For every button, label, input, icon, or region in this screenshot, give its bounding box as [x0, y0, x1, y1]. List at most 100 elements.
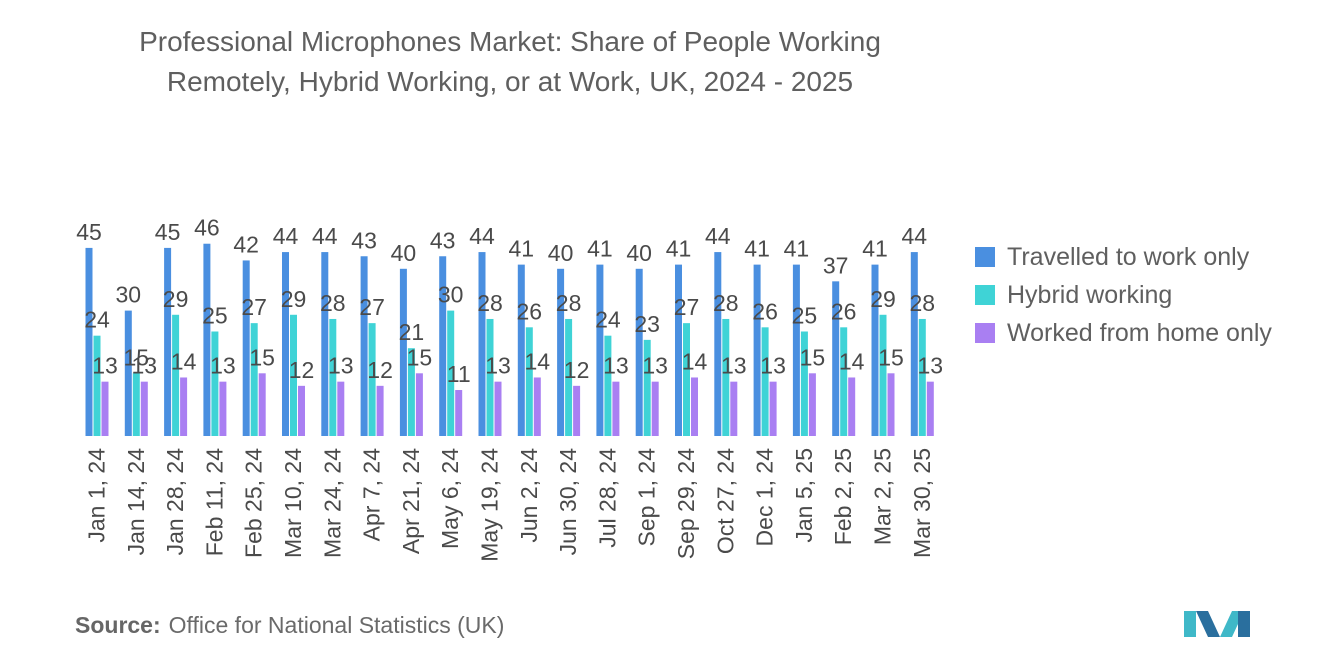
- bar-home-7: [376, 385, 384, 436]
- bar-hybrid-1: [132, 373, 140, 436]
- data-label-hybrid-16: 28: [713, 290, 739, 316]
- legend-label-travelled: Travelled to work only: [1007, 242, 1250, 271]
- legend-item-travelled: Travelled to work only: [975, 238, 1272, 276]
- bar-home-6: [337, 381, 345, 436]
- data-label-home-7: 12: [367, 357, 393, 383]
- data-label-home-6: 13: [328, 353, 354, 379]
- data-label-home-20: 15: [878, 344, 904, 370]
- bar-travelled-8: [399, 268, 407, 436]
- data-label-hybrid-18: 25: [792, 303, 818, 329]
- bar-hybrid-9: [447, 310, 455, 436]
- x-tick-label-11: Jun 2, 24: [516, 448, 542, 543]
- bar-home-11: [533, 377, 541, 436]
- bar-home-5: [298, 385, 305, 436]
- bar-hybrid-12: [565, 318, 573, 436]
- bar-home-21: [926, 381, 934, 436]
- data-label-home-11: 14: [525, 348, 551, 374]
- data-label-travelled-1: 30: [116, 282, 142, 308]
- data-label-home-2: 14: [171, 348, 197, 374]
- bar-home-12: [573, 385, 581, 436]
- x-tick-label-20: Mar 2, 25: [870, 448, 896, 545]
- data-label-hybrid-0: 24: [84, 307, 110, 333]
- bar-hybrid-13: [604, 335, 612, 436]
- data-label-home-21: 13: [918, 353, 944, 379]
- bar-travelled-18: [792, 264, 800, 436]
- bar-travelled-2: [164, 247, 172, 436]
- brand-logo-icon: [1184, 611, 1250, 637]
- data-label-hybrid-10: 28: [477, 290, 503, 316]
- data-label-hybrid-5: 29: [281, 286, 307, 312]
- x-tick-label-10: May 19, 24: [477, 448, 503, 562]
- x-tick-label-2: Jan 28, 24: [162, 448, 188, 556]
- data-label-travelled-0: 45: [76, 219, 102, 245]
- bar-travelled-4: [242, 260, 250, 436]
- data-label-home-0: 13: [92, 353, 118, 379]
- chart-title: Professional Microphones Market: Share o…: [60, 22, 960, 102]
- x-tick-label-18: Jan 5, 25: [791, 448, 817, 543]
- bar-hybrid-8: [407, 348, 415, 436]
- bar-hybrid-10: [486, 318, 494, 436]
- bar-travelled-0: [85, 247, 93, 436]
- bar-home-0: [101, 381, 109, 436]
- data-label-hybrid-19: 26: [831, 298, 857, 324]
- bar-home-3: [219, 381, 227, 436]
- x-tick-label-1: Jan 14, 24: [123, 448, 149, 556]
- bar-hybrid-11: [525, 327, 533, 436]
- data-label-home-18: 15: [800, 344, 826, 370]
- data-label-home-16: 13: [721, 353, 747, 379]
- data-label-home-15: 14: [682, 348, 708, 374]
- bar-travelled-19: [832, 281, 840, 436]
- data-label-hybrid-8: 21: [399, 319, 425, 345]
- x-tick-label-0: Jan 1, 24: [84, 448, 110, 543]
- data-label-hybrid-20: 29: [870, 286, 896, 312]
- bar-travelled-13: [596, 264, 604, 436]
- bar-hybrid-3: [211, 331, 219, 436]
- data-label-hybrid-9: 30: [438, 282, 464, 308]
- data-label-home-1: 13: [132, 353, 158, 379]
- bar-home-16: [730, 381, 738, 436]
- bar-home-15: [691, 377, 698, 436]
- legend-label-hybrid: Hybrid working: [1007, 280, 1173, 309]
- data-label-home-3: 13: [210, 353, 236, 379]
- bar-hybrid-6: [329, 318, 337, 436]
- bar-travelled-11: [517, 264, 525, 436]
- bar-hybrid-2: [172, 314, 180, 436]
- data-label-home-12: 12: [564, 357, 590, 383]
- bar-home-18: [808, 373, 816, 436]
- chart-legend: Travelled to work only Hybrid working Wo…: [975, 238, 1272, 352]
- bar-hybrid-0: [93, 335, 101, 436]
- bar-travelled-16: [714, 252, 722, 436]
- data-label-travelled-2: 45: [155, 219, 181, 245]
- data-label-travelled-10: 44: [469, 223, 495, 249]
- data-label-home-17: 13: [760, 353, 786, 379]
- data-label-home-4: 15: [249, 344, 275, 370]
- data-label-hybrid-14: 23: [634, 311, 660, 337]
- x-tick-label-15: Sep 29, 24: [673, 448, 699, 559]
- bar-hybrid-14: [643, 339, 651, 436]
- x-tick-label-8: Apr 21, 24: [398, 448, 424, 554]
- x-tick-label-19: Feb 2, 25: [830, 448, 856, 545]
- data-label-hybrid-6: 28: [320, 290, 346, 316]
- data-label-home-19: 14: [839, 348, 865, 374]
- data-label-hybrid-4: 27: [241, 294, 267, 320]
- bar-travelled-3: [203, 243, 211, 436]
- bar-travelled-21: [910, 252, 918, 436]
- source-label: Source:: [75, 612, 161, 638]
- data-label-travelled-11: 41: [509, 236, 535, 262]
- legend-swatch-home: [975, 323, 995, 343]
- x-tick-label-7: Apr 7, 24: [359, 448, 385, 542]
- data-label-home-14: 13: [642, 353, 668, 379]
- data-label-hybrid-12: 28: [556, 290, 582, 316]
- bar-travelled-10: [478, 252, 486, 436]
- data-label-hybrid-7: 27: [359, 294, 385, 320]
- data-label-travelled-20: 41: [862, 236, 888, 262]
- bar-hybrid-5: [290, 314, 297, 436]
- bar-home-20: [887, 373, 895, 436]
- data-label-travelled-5: 44: [273, 223, 299, 249]
- bar-travelled-15: [675, 264, 682, 436]
- bar-travelled-9: [439, 256, 447, 436]
- source-note: Source: Office for National Statistics (U…: [75, 612, 504, 639]
- bar-home-14: [651, 381, 659, 436]
- bar-hybrid-19: [840, 327, 848, 436]
